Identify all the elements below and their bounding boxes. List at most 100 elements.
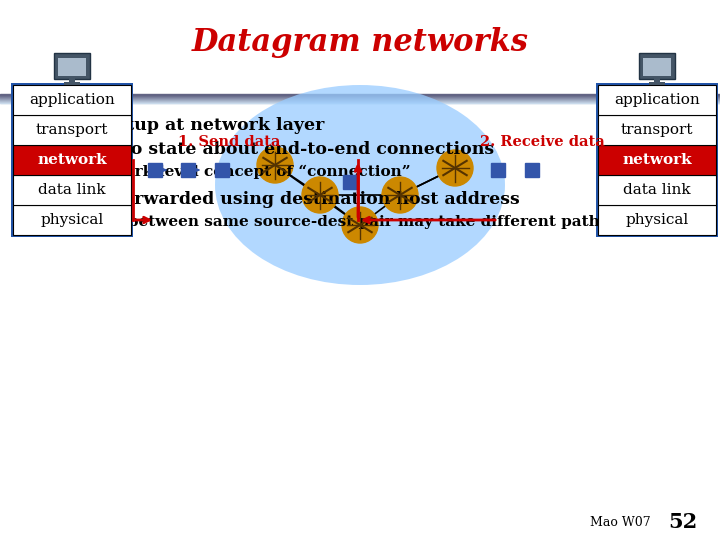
Bar	[148, 163, 162, 177]
Bar	[648, 96, 660, 100]
Bar	[0, 94, 720, 95]
Bar	[636, 96, 648, 100]
Bar	[192, 96, 204, 100]
Bar	[156, 96, 168, 100]
Bar	[108, 96, 120, 100]
Bar	[0, 101, 720, 102]
Bar	[598, 145, 716, 175]
Bar	[216, 96, 228, 100]
Bar	[96, 96, 108, 100]
Bar	[672, 96, 684, 100]
Bar	[60, 96, 72, 100]
Bar	[0, 102, 720, 103]
Bar	[0, 99, 720, 100]
Bar	[0, 98, 720, 99]
Bar	[639, 53, 675, 79]
Text: transport: transport	[36, 123, 108, 137]
Bar	[264, 96, 276, 100]
Bar	[684, 96, 696, 100]
Text: data link: data link	[38, 183, 106, 197]
Bar	[324, 96, 336, 100]
Bar	[22, 123, 28, 129]
Bar	[120, 96, 132, 100]
Bar	[0, 95, 720, 96]
Text: no call setup at network layer: no call setup at network layer	[34, 117, 325, 133]
Text: 1. Send data: 1. Send data	[178, 135, 280, 149]
Bar	[649, 82, 665, 85]
Bar	[13, 145, 131, 175]
Bar	[54, 53, 90, 79]
Bar	[215, 163, 229, 177]
Bar	[598, 205, 716, 235]
Bar	[504, 96, 516, 100]
Text: application: application	[29, 93, 115, 107]
Bar	[528, 96, 540, 100]
Bar	[660, 96, 672, 100]
Bar	[252, 96, 264, 100]
Text: Datagram networks: Datagram networks	[192, 28, 528, 58]
Bar	[13, 175, 131, 205]
Bar	[132, 96, 144, 100]
Bar	[181, 163, 195, 177]
Bar	[288, 96, 300, 100]
Bar	[624, 96, 636, 100]
Bar	[408, 96, 420, 100]
Circle shape	[437, 150, 473, 186]
Bar	[13, 115, 131, 145]
Bar	[58, 58, 86, 76]
Bar	[0, 97, 720, 98]
Text: physical: physical	[626, 213, 688, 227]
Bar	[36, 96, 48, 100]
Bar	[0, 96, 720, 97]
Text: network: network	[37, 153, 107, 167]
Bar	[0, 96, 12, 100]
Bar	[276, 96, 288, 100]
Bar	[396, 96, 408, 100]
Bar	[654, 77, 660, 83]
Text: data link: data link	[624, 183, 690, 197]
Bar	[64, 82, 80, 85]
Bar	[384, 96, 396, 100]
Text: packets forwarded using destination host address: packets forwarded using destination host…	[34, 192, 520, 208]
Bar	[598, 115, 716, 145]
Text: -: -	[43, 165, 50, 179]
Text: 52: 52	[668, 512, 697, 532]
Bar	[22, 198, 28, 204]
Bar	[598, 175, 716, 205]
Text: transport: transport	[621, 123, 693, 137]
Bar	[84, 96, 96, 100]
Text: physical: physical	[40, 213, 104, 227]
Bar	[360, 96, 372, 100]
Bar	[480, 96, 492, 100]
Bar	[576, 96, 588, 100]
Bar	[228, 96, 240, 100]
Bar	[0, 98, 720, 99]
Bar	[372, 96, 384, 100]
Bar	[468, 96, 480, 100]
Bar	[72, 96, 84, 100]
Bar	[552, 96, 564, 100]
Bar	[432, 96, 444, 100]
Bar	[0, 99, 720, 100]
Circle shape	[302, 177, 338, 213]
Bar	[516, 96, 528, 100]
Bar	[168, 96, 180, 100]
Bar	[22, 147, 28, 153]
Bar	[0, 96, 720, 97]
Bar	[492, 96, 504, 100]
Bar	[12, 96, 24, 100]
Circle shape	[342, 207, 378, 243]
Bar	[180, 96, 192, 100]
Bar	[696, 96, 708, 100]
Bar	[312, 96, 324, 100]
Bar	[420, 96, 432, 100]
Bar	[598, 85, 716, 115]
Bar	[0, 97, 720, 98]
Bar	[24, 96, 36, 100]
Bar	[596, 83, 718, 237]
Bar	[600, 96, 612, 100]
Bar	[588, 96, 600, 100]
Bar	[708, 96, 720, 100]
Bar	[144, 96, 156, 100]
Bar	[48, 96, 60, 100]
